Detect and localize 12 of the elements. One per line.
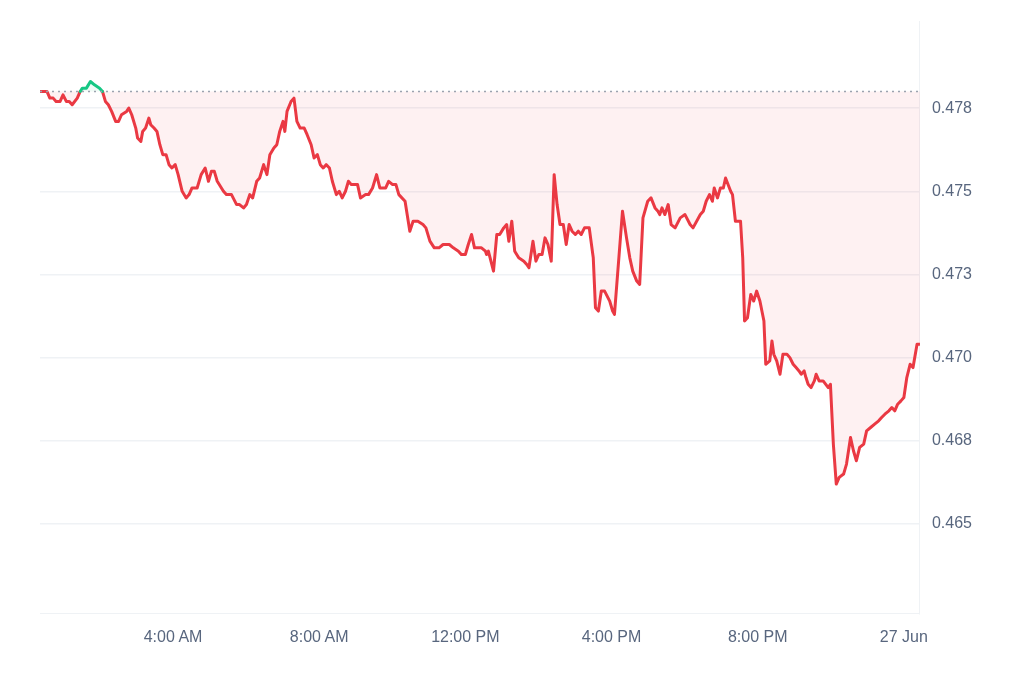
x-tick-label: 4:00 AM — [143, 627, 203, 645]
y-tick-label: 0.478 — [931, 98, 973, 116]
y-tick-label: 0.475 — [931, 181, 973, 199]
x-tick-label: 8:00 AM — [289, 627, 349, 645]
y-tick-label: 0.470 — [931, 348, 973, 366]
x-tick-label: 4:00 PM — [581, 627, 642, 645]
y-tick-label: 0.473 — [931, 264, 973, 282]
x-tick-label: 8:00 PM — [727, 627, 788, 645]
y-tick-label: 0.468 — [931, 431, 973, 449]
x-tick-label: 27 Jun — [879, 627, 928, 645]
y-tick-label: 0.465 — [931, 514, 973, 532]
x-tick-label: 12:00 PM — [431, 627, 500, 645]
